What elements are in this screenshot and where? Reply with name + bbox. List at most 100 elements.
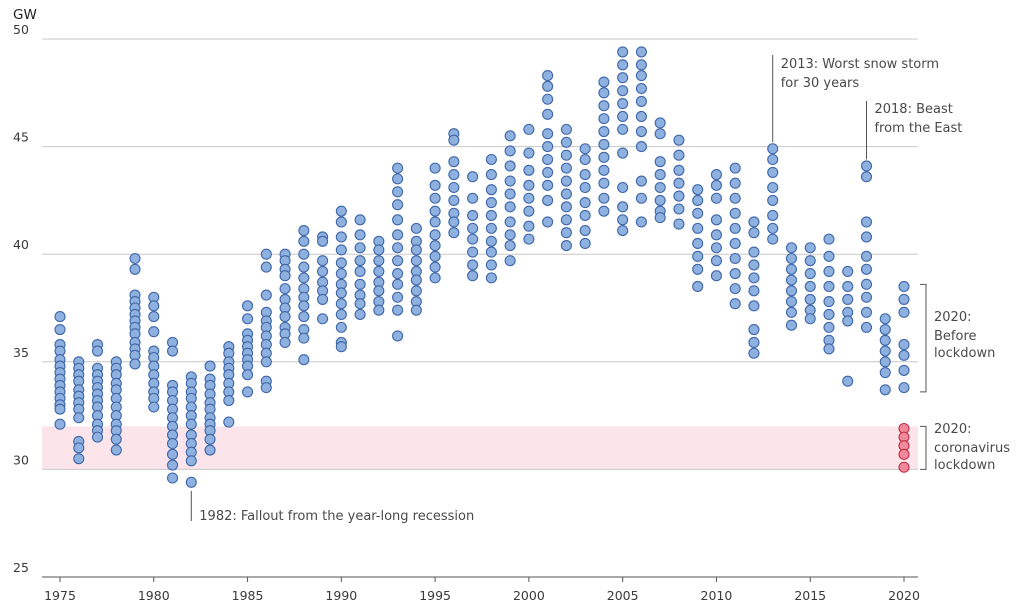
monthly-peak-point (166, 448, 179, 460)
monthly-peak-point (335, 205, 347, 217)
monthly-peak-point (692, 263, 704, 275)
annotations: 2013: Worst snow storm for 30 years 2018: … (190, 55, 1010, 524)
monthly-peak-point (673, 218, 685, 230)
monthly-peak-point (860, 263, 873, 275)
snow-storm-annotation: 2013: Worst snow storm (781, 57, 939, 72)
monthly-peak-point (898, 364, 910, 376)
monthly-peak-point (823, 295, 835, 308)
monthly-peak-point (579, 237, 591, 249)
monthly-peak-point (429, 192, 441, 204)
monthly-peak-point (673, 190, 685, 202)
monthly-peak-point (335, 231, 347, 243)
monthly-peak-point (710, 255, 722, 267)
monthly-peak-point (785, 306, 798, 318)
monthly-peak-point (429, 229, 441, 241)
monthly-peak-point (860, 171, 873, 183)
monthly-peak-point (860, 321, 873, 333)
lockdown-bracket-label: 2020: (934, 422, 971, 437)
monthly-peak-point (392, 255, 404, 267)
monthly-peak-point (617, 85, 629, 97)
monthly-peak-point (654, 212, 666, 224)
monthly-peak-point (242, 313, 254, 325)
monthly-peak-point (617, 110, 629, 123)
monthly-peak-point (410, 274, 422, 286)
monthly-peak-point (317, 235, 329, 247)
monthly-peak-point (467, 246, 479, 258)
monthly-peak-point (467, 259, 479, 271)
monthly-peak-point (354, 278, 366, 290)
monthly-peak-point (467, 233, 479, 245)
monthly-peak-point (504, 201, 516, 213)
monthly-peak-point (91, 431, 104, 443)
lockdown-bracket (920, 425, 927, 470)
monthly-peak-point (260, 356, 272, 368)
monthly-peak-point (335, 268, 347, 280)
before-lockdown-bracket (920, 283, 927, 393)
monthly-peak-point (879, 367, 891, 379)
monthly-peak-point (748, 336, 760, 348)
monthly-peak-point (804, 268, 816, 280)
monthly-peak-point (279, 283, 291, 295)
monthly-peak-point (373, 244, 385, 256)
monthly-peak-point (542, 166, 554, 178)
x-tick-label: 2010 (701, 588, 733, 603)
monthly-peak-point (335, 257, 347, 269)
monthly-peak-point (448, 156, 460, 168)
monthly-peak-point (542, 128, 554, 140)
lockdown-bracket-label: lockdown (934, 458, 995, 473)
monthly-peak-point (560, 162, 572, 174)
monthly-peak-point (523, 123, 535, 135)
monthly-peak-point (898, 339, 910, 351)
monthly-peak-point (129, 252, 141, 265)
monthly-peak-point (823, 233, 835, 245)
monthly-peak-point (392, 291, 404, 303)
monthly-peak-point (73, 442, 85, 454)
monthly-peak-point (598, 100, 610, 112)
monthly-peak-point (617, 214, 629, 226)
monthly-peak-point (748, 246, 760, 258)
monthly-peak-point (467, 171, 479, 183)
monthly-peak-point (204, 433, 216, 445)
monthly-peak-point (448, 227, 460, 239)
monthly-peak-point (748, 347, 760, 359)
monthly-peak-point (504, 216, 516, 228)
monthly-peak-point (260, 289, 272, 301)
monthly-peak-point (767, 194, 779, 206)
monthly-peak-point (429, 261, 441, 273)
monthly-peak-point (335, 308, 347, 321)
monthly-peak-point (73, 453, 85, 465)
monthly-peak-point (617, 147, 629, 159)
monthly-peak-point (560, 175, 572, 187)
monthly-peak-point (392, 229, 404, 241)
monthly-peak-point (842, 315, 854, 327)
monthly-peak-point (354, 308, 366, 321)
monthly-peak-point (392, 242, 404, 254)
monthly-peak-point (823, 280, 835, 293)
monthly-peak-point (335, 298, 347, 310)
monthly-peak-point (635, 141, 647, 153)
monthly-peak-point (317, 265, 329, 277)
monthly-peak-point (748, 272, 760, 284)
monthly-peak-point (317, 293, 329, 305)
monthly-peak-point (823, 250, 835, 262)
monthly-peak-point (748, 323, 760, 336)
monthly-peak-point (504, 240, 516, 252)
monthly-peak-point (842, 375, 854, 387)
monthly-peak-point (635, 125, 647, 138)
monthly-peak-point (654, 181, 666, 194)
monthly-peak-point (710, 229, 722, 241)
x-tick-label: 1980 (138, 588, 170, 603)
monthly-peak-point (823, 265, 835, 277)
monthly-peak-point (410, 244, 422, 256)
monthly-peak-point (617, 72, 629, 84)
monthly-peak-point (91, 345, 104, 357)
monthly-peak-point (617, 59, 629, 71)
before-lockdown-bracket-label: Before (934, 329, 977, 344)
monthly-peak-point (598, 138, 610, 150)
monthly-peak-point (485, 169, 497, 181)
monthly-peak-point (504, 130, 516, 142)
monthly-peak-point (110, 444, 122, 456)
monthly-peak-point (842, 265, 854, 277)
monthly-peak-point (392, 278, 404, 290)
monthly-peak-point (166, 438, 179, 450)
